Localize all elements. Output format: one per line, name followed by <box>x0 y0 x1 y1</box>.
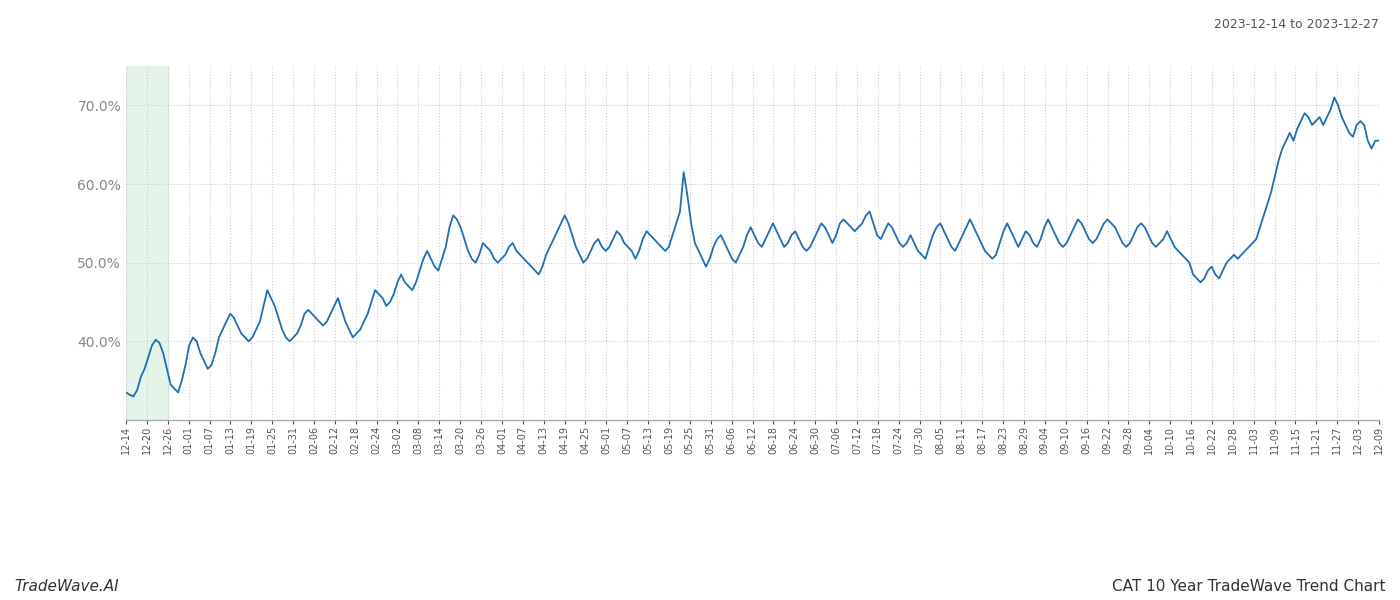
Text: 2023-12-14 to 2023-12-27: 2023-12-14 to 2023-12-27 <box>1214 18 1379 31</box>
Text: CAT 10 Year TradeWave Trend Chart: CAT 10 Year TradeWave Trend Chart <box>1113 579 1386 594</box>
Text: TradeWave.AI: TradeWave.AI <box>14 579 119 594</box>
Bar <box>126 66 168 420</box>
